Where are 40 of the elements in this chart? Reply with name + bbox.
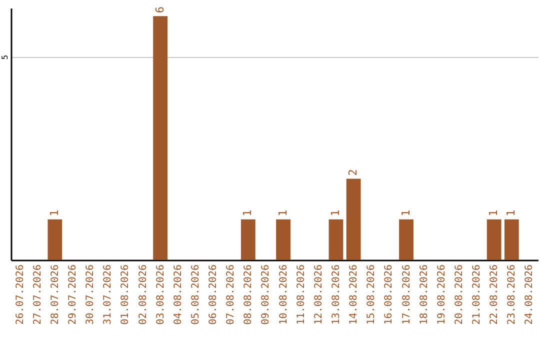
x-tick-label: 27.07.2026 xyxy=(32,264,44,325)
x-tick-label: 08.08.2026 xyxy=(243,264,254,325)
x-tick-label: 23.08.2026 xyxy=(506,264,518,325)
x-tick-label: 17.08.2026 xyxy=(401,264,412,325)
x-tick-label: 10.08.2026 xyxy=(278,264,290,325)
x-tick-label: 02.08.2026 xyxy=(138,264,149,325)
x-tick-label: 28.07.2026 xyxy=(50,264,61,325)
x-tick-label: 29.07.2026 xyxy=(67,264,78,325)
x-tick-label: 22.08.2026 xyxy=(489,264,500,325)
data-label: 1 xyxy=(241,210,254,216)
x-tick-label: 26.07.2026 xyxy=(14,264,26,325)
x-tick-label: 24.08.2026 xyxy=(524,264,536,325)
x-tick-label: 14.08.2026 xyxy=(348,264,360,325)
x-tick-label: 05.08.2026 xyxy=(190,264,202,325)
data-label: 1 xyxy=(399,210,412,216)
x-tick-label: 21.08.2026 xyxy=(472,264,483,325)
x-tick-label: 31.07.2026 xyxy=(102,264,114,325)
data-label: 1 xyxy=(276,210,290,216)
x-tick-label: 19.08.2026 xyxy=(436,264,448,325)
data-label: 6 xyxy=(153,6,166,14)
data-label: 1 xyxy=(328,210,342,216)
x-tick-label: 09.08.2026 xyxy=(260,264,272,325)
x-tick-label: 04.08.2026 xyxy=(172,264,184,325)
y-tick-label: 5 xyxy=(0,54,10,60)
x-tick-label: 20.08.2026 xyxy=(454,264,465,325)
x-tick-label: 30.07.2026 xyxy=(85,264,96,325)
x-tick-label: 07.08.2026 xyxy=(226,264,237,325)
data-label: 1 xyxy=(48,210,61,216)
data-label: 1 xyxy=(504,210,518,216)
x-tick-label: 13.08.2026 xyxy=(330,264,342,325)
x-tick-label: 01.08.2026 xyxy=(120,264,132,325)
x-tick-label: 06.08.2026 xyxy=(208,264,220,325)
x-tick-label: 11.08.2026 xyxy=(296,264,307,325)
x-tick-label: 18.08.2026 xyxy=(418,264,430,325)
x-tick-label: 03.08.2026 xyxy=(155,264,166,325)
x-tick-label: 15.08.2026 xyxy=(366,264,378,325)
data-label: 2 xyxy=(346,169,360,176)
x-tick-label: 16.08.2026 xyxy=(384,264,395,325)
x-tick-label: 12.08.2026 xyxy=(313,264,324,325)
data-label: 1 xyxy=(487,210,500,216)
